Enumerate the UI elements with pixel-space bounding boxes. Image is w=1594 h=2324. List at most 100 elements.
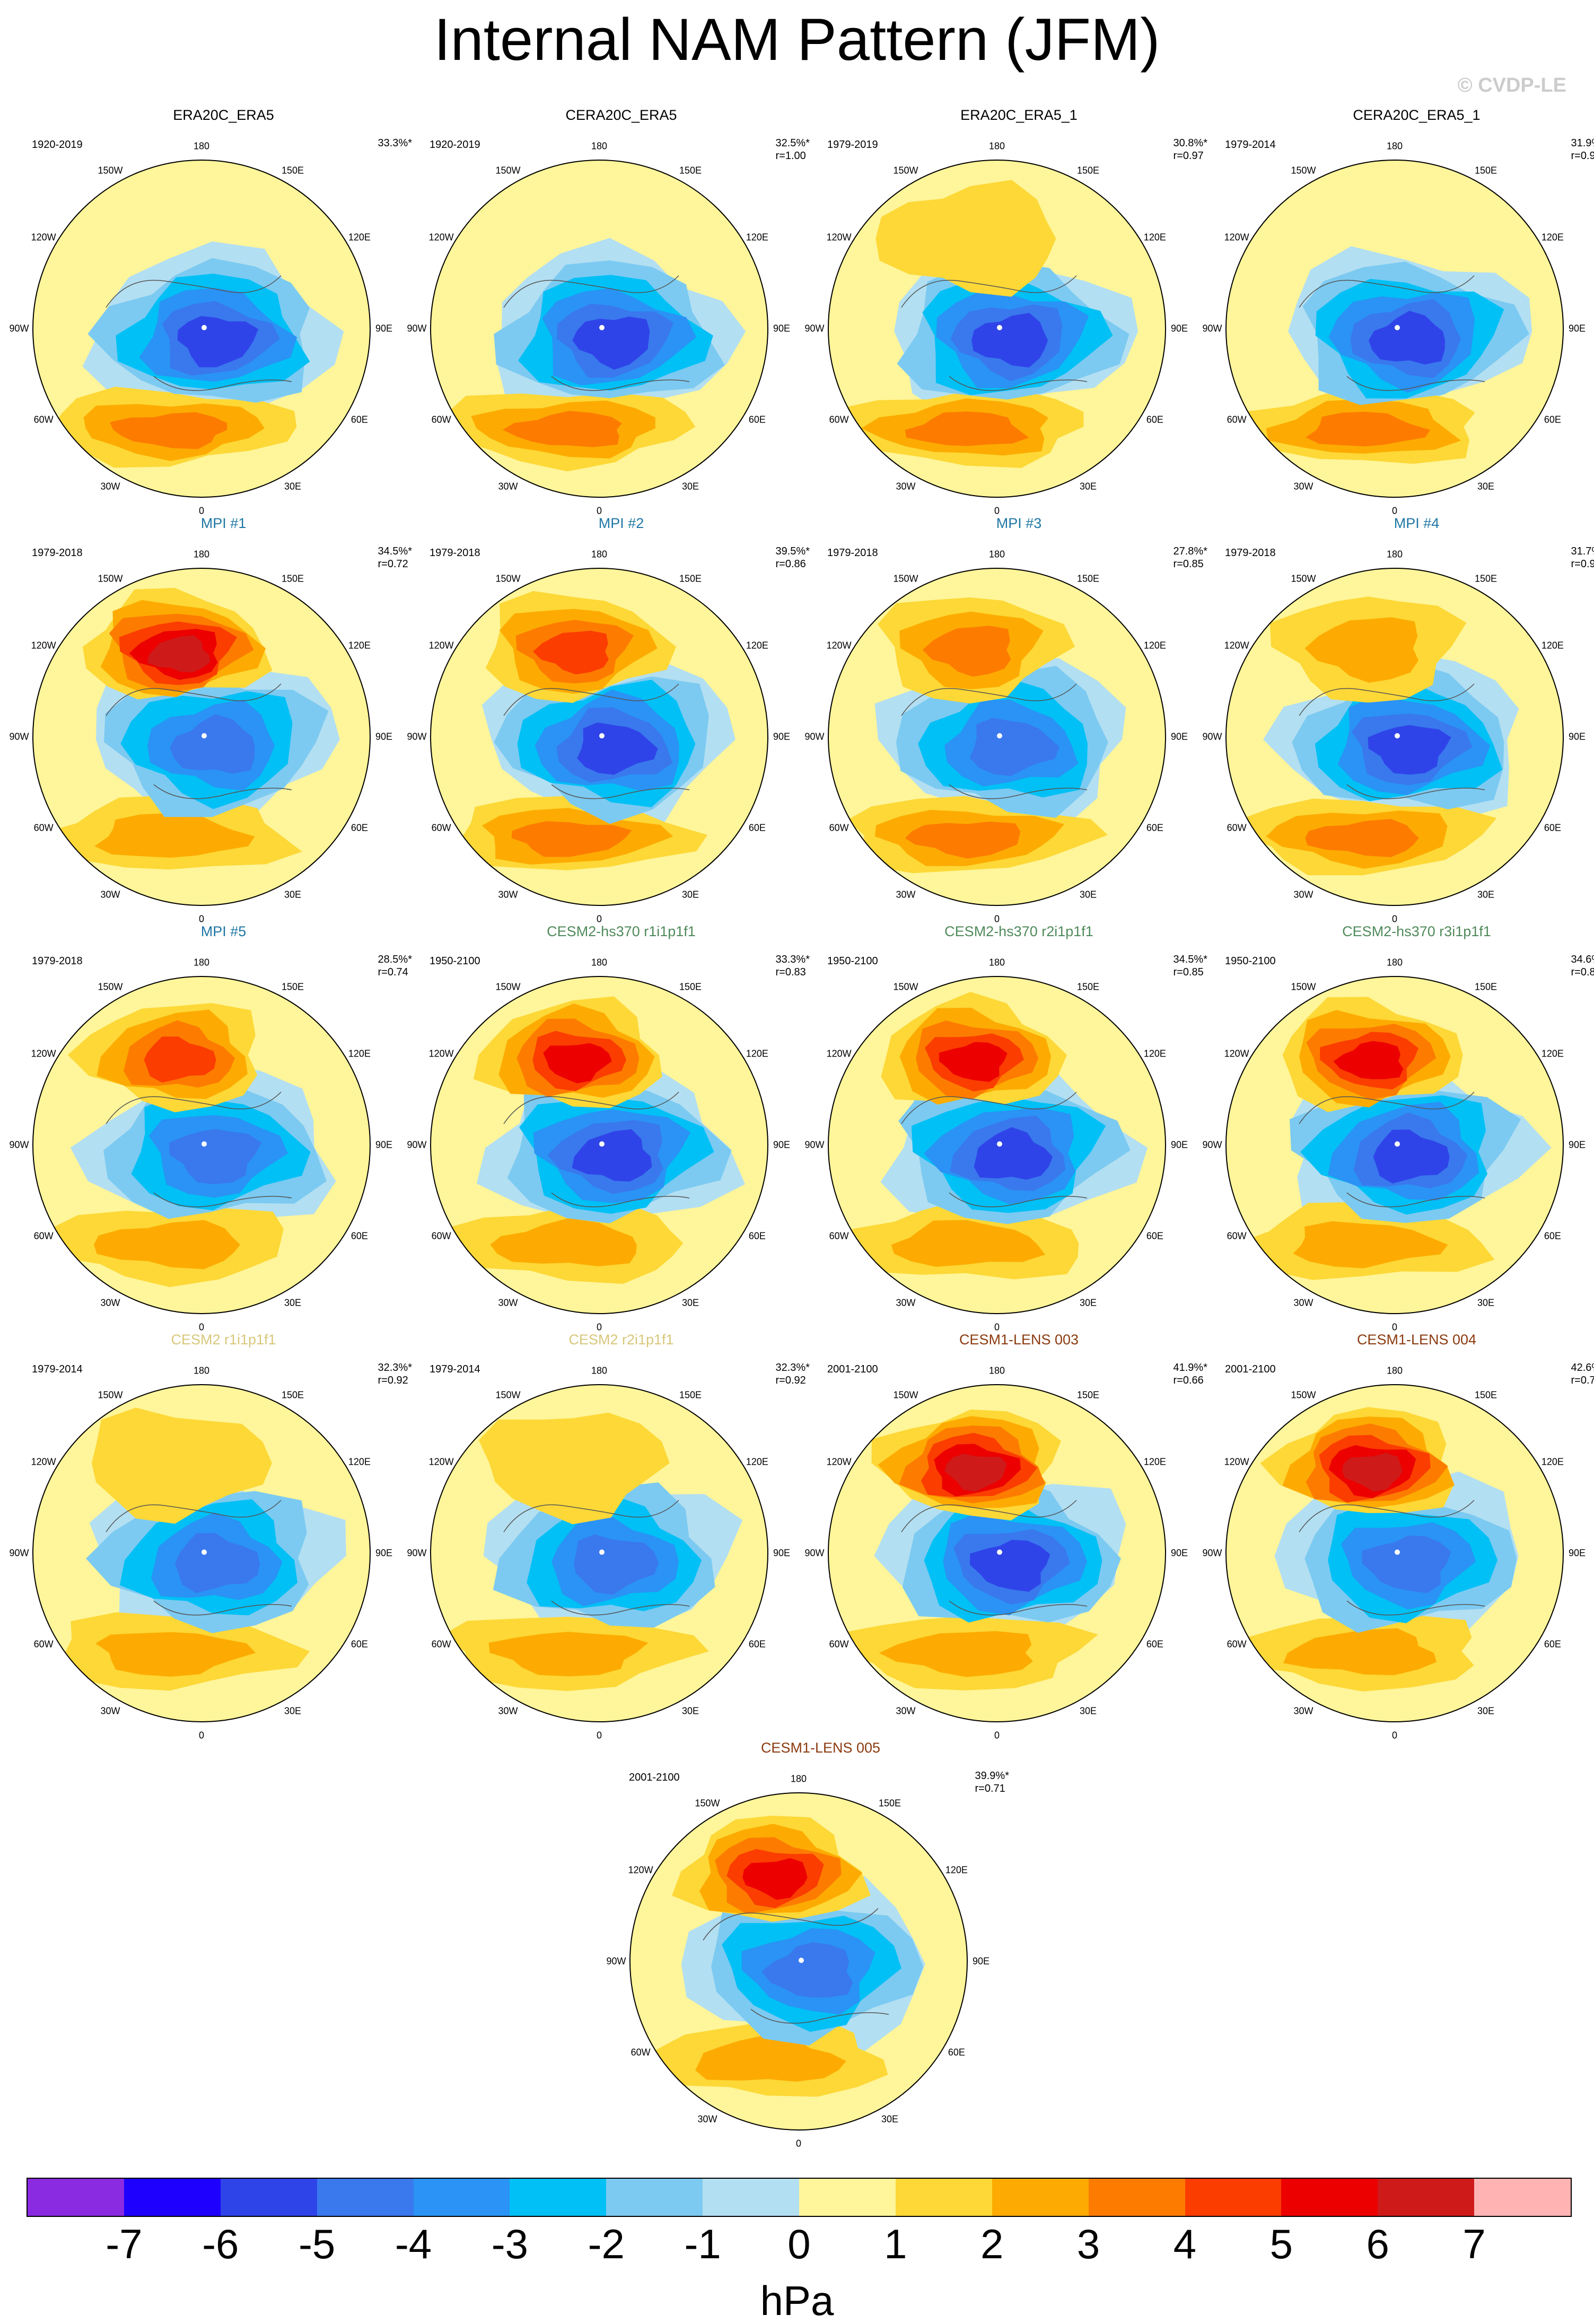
longitude-label: 60W — [829, 823, 849, 834]
longitude-label: 90W — [804, 323, 824, 334]
longitude-label: 60W — [1227, 1639, 1247, 1650]
longitude-label: 60W — [829, 1231, 849, 1242]
colorbar-swatch — [1185, 2179, 1282, 2216]
longitude-label: 60W — [432, 1639, 451, 1650]
longitude-label: 30E — [1477, 1705, 1494, 1716]
north-pole-marker — [599, 733, 605, 738]
longitude-label: 90W — [9, 323, 29, 334]
colorbar-tick-label: -6 — [202, 2220, 239, 2268]
longitude-label: 30E — [881, 2114, 898, 2125]
longitude-label: 60E — [1146, 415, 1163, 426]
longitude-label: 60W — [432, 823, 451, 834]
longitude-label: 180 — [1387, 1366, 1403, 1377]
slp-field — [24, 1331, 423, 1733]
longitude-label: 60E — [1544, 1231, 1561, 1242]
polar-map — [422, 1331, 820, 1733]
longitude-label: 120E — [348, 640, 371, 652]
colorbar-tick-label: 7 — [1462, 2220, 1485, 2268]
longitude-label: 90E — [773, 323, 790, 334]
longitude-label: 150W — [98, 982, 122, 993]
colorbar-swatch — [606, 2179, 703, 2216]
longitude-label: 120W — [1224, 640, 1249, 652]
longitude-label: 30W — [1293, 889, 1313, 900]
map-panel: MPI #41979-201831.7%*r=0.93180150E120E90… — [1218, 514, 1594, 917]
longitude-label: 60W — [34, 1231, 54, 1242]
longitude-label: 150W — [893, 165, 918, 177]
colorbar-tick-label: -3 — [492, 2220, 528, 2268]
longitude-label: 150W — [893, 574, 918, 585]
longitude-label: 90E — [1171, 1140, 1188, 1151]
longitude-label: 90E — [375, 1548, 392, 1559]
longitude-label: 180 — [591, 957, 607, 969]
longitude-label: 180 — [194, 141, 209, 152]
longitude-label: 120E — [348, 1457, 371, 1468]
longitude-label: 30E — [284, 1297, 301, 1308]
slp-field — [1218, 922, 1594, 1325]
longitude-label: 60E — [749, 1231, 766, 1242]
north-pole-marker — [599, 1141, 605, 1147]
longitude-label: 30W — [100, 1297, 120, 1308]
longitude-label: 90W — [804, 1548, 824, 1559]
page-title: Internal NAM Pattern (JFM) — [0, 5, 1594, 74]
map-panel: CERA20C_ERA5_11979-201431.9%*r=0.9618015… — [1218, 106, 1594, 509]
longitude-label: 60W — [432, 415, 451, 426]
longitude-label: 30E — [682, 1705, 699, 1716]
longitude-label: 120E — [746, 640, 768, 652]
longitude-label: 150W — [1291, 574, 1316, 585]
longitude-label: 90W — [606, 1956, 626, 1967]
longitude-label: 90W — [9, 1140, 29, 1151]
longitude-label: 150E — [1475, 165, 1497, 177]
longitude-label: 120E — [746, 1457, 768, 1468]
longitude-label: 60E — [351, 823, 368, 834]
longitude-label: 30E — [682, 889, 699, 900]
longitude-label: 60E — [1146, 1231, 1163, 1242]
polar-map — [1218, 922, 1594, 1325]
longitude-label: 180 — [194, 1366, 209, 1377]
north-pole-marker — [997, 1141, 1002, 1147]
longitude-label: 120E — [348, 232, 371, 243]
longitude-label: 30W — [697, 2114, 717, 2125]
longitude-label: 90W — [9, 1548, 29, 1559]
longitude-label: 150E — [1077, 1390, 1099, 1401]
longitude-label: 180 — [194, 549, 209, 560]
longitude-label: 30W — [896, 889, 915, 900]
longitude-label: 60W — [1227, 415, 1247, 426]
slp-field — [422, 106, 820, 509]
longitude-label: 150W — [495, 1390, 520, 1401]
polar-map — [422, 106, 820, 509]
longitude-label: 180 — [1387, 141, 1403, 152]
colorbar-swatch — [28, 2179, 124, 2216]
longitude-label: 120E — [1144, 1457, 1166, 1468]
copyright-label: © CVDP-LE — [1458, 74, 1566, 97]
longitude-label: 30W — [896, 1705, 915, 1716]
longitude-label: 60W — [829, 1639, 849, 1650]
longitude-label: 150W — [495, 574, 520, 585]
north-pole-marker — [1395, 733, 1400, 738]
longitude-label: 150E — [1475, 1390, 1497, 1401]
longitude-label: 150W — [495, 982, 520, 993]
polar-map — [820, 106, 1218, 509]
longitude-label: 120E — [746, 1049, 768, 1060]
north-pole-marker — [1395, 1141, 1400, 1147]
longitude-label: 60E — [749, 1639, 766, 1650]
longitude-label: 150E — [282, 982, 304, 993]
longitude-label: 90E — [773, 1548, 790, 1559]
longitude-label: 90E — [1171, 323, 1188, 334]
longitude-label: 60W — [1227, 1231, 1247, 1242]
longitude-label: 30W — [498, 889, 518, 900]
longitude-label: 60E — [1544, 823, 1561, 834]
longitude-label: 180 — [791, 1774, 807, 1785]
colorbar-tick-label: 2 — [980, 2220, 1003, 2268]
longitude-label: 30E — [1080, 889, 1097, 900]
longitude-label: 90E — [1569, 323, 1586, 334]
north-pole-marker — [202, 325, 207, 330]
longitude-label: 150E — [679, 1390, 702, 1401]
slp-field — [820, 514, 1218, 917]
colorbar-swatch — [1089, 2179, 1185, 2216]
longitude-label: 150E — [282, 574, 304, 585]
longitude-label: 150W — [1291, 165, 1316, 177]
